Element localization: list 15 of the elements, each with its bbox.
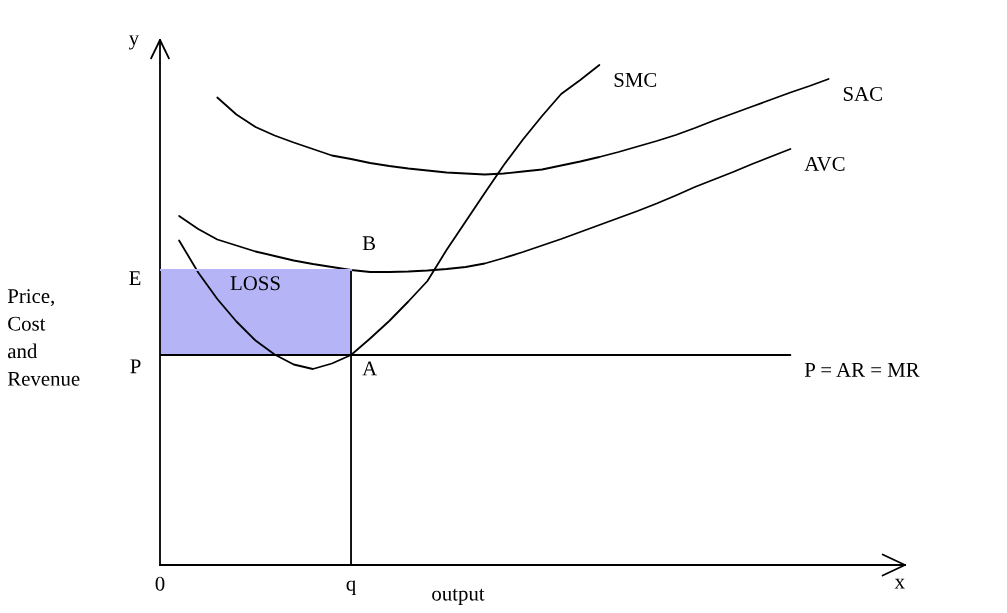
x-axis-title: output (432, 588, 485, 605)
series-label: LOSS (230, 276, 280, 291)
text: E (129, 271, 141, 285)
x-tick-label: q (346, 580, 356, 595)
text: P (130, 359, 141, 374)
x-tick-label: 0 (155, 576, 165, 591)
annotation: B (362, 236, 376, 251)
y-axis-title: Price, Cost and Revenue (7, 289, 80, 386)
series-label: SMC (614, 72, 657, 87)
annotation: A (362, 361, 378, 376)
text: x (894, 578, 905, 589)
series-label: P = AR = MR (804, 362, 920, 377)
series-label: SAC (843, 86, 882, 101)
text: y (128, 35, 140, 50)
series-label: AVC (804, 156, 845, 171)
